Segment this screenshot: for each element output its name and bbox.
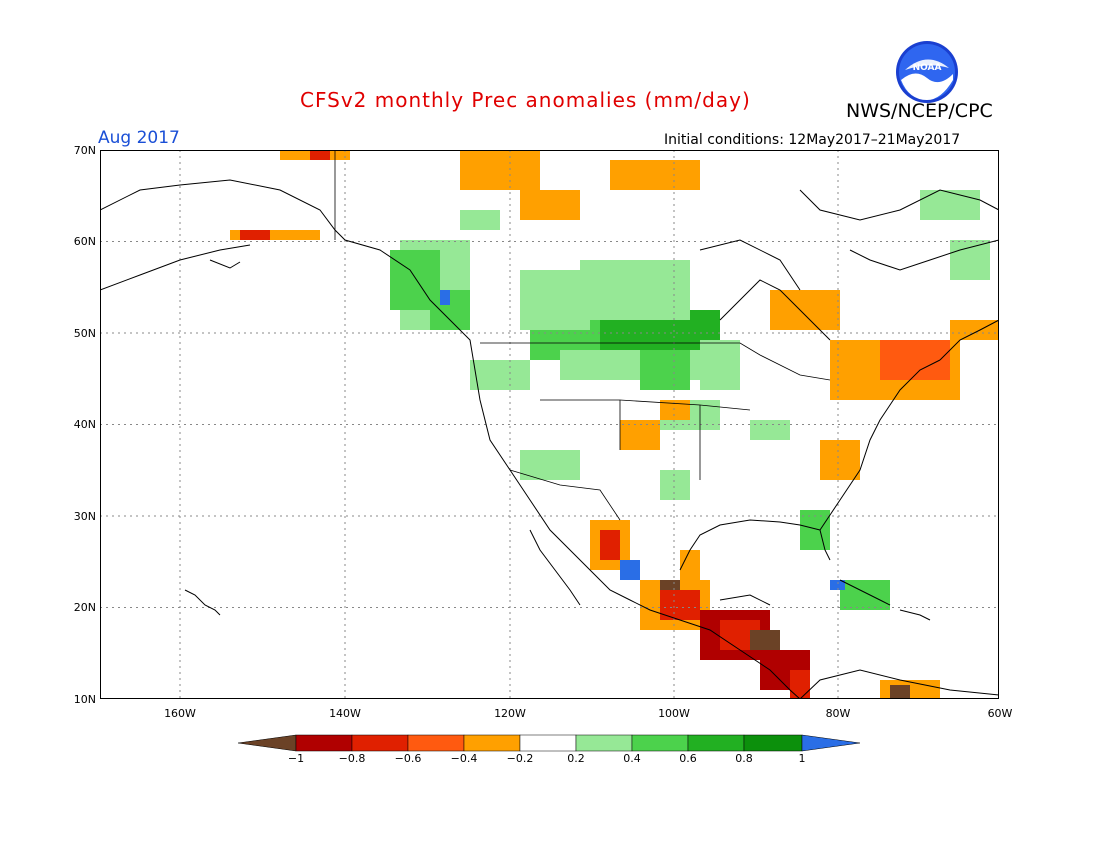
lon-label-160w: 160W	[164, 707, 196, 720]
precip-anomaly-map	[100, 150, 999, 699]
colorbar-label: 0.6	[679, 752, 697, 765]
colorbar-segment	[575, 734, 633, 752]
map-title: CFSv2 monthly Prec anomalies (mm/day)	[300, 88, 751, 112]
colorbar-segment	[463, 734, 521, 752]
political-borders	[334, 150, 831, 521]
lat-label-60n: 60N	[73, 235, 96, 248]
colorbar-label: 0.2	[567, 752, 585, 765]
colorbar-label: −0.6	[394, 752, 422, 765]
colorbar-segment	[407, 734, 465, 752]
initial-conditions: Initial conditions: 12May2017–21May2017	[664, 132, 961, 148]
lon-label-100w: 100W	[658, 707, 690, 720]
colorbar-segment	[295, 734, 353, 752]
colorbar-label: −0.4	[450, 752, 478, 765]
svg-text:NOAA: NOAA	[913, 63, 942, 73]
colorbar-label: 1	[798, 752, 806, 765]
colorbar-segment	[687, 734, 745, 752]
colorbar-segment	[631, 734, 689, 752]
colorbar-label: 0.8	[735, 752, 753, 765]
graticule	[100, 150, 999, 699]
lon-label-140w: 140W	[329, 707, 361, 720]
anomaly-shading	[230, 150, 999, 699]
lon-label-120w: 120W	[494, 707, 526, 720]
lat-label-30n: 30N	[73, 510, 96, 523]
colorbar-left-arrow	[238, 734, 297, 752]
lat-label-40n: 40N	[73, 418, 96, 431]
colorbar-right-arrow	[801, 734, 860, 752]
lon-label-60w: 60W	[987, 707, 1013, 720]
coastlines	[100, 179, 999, 699]
colorbar-segment	[351, 734, 409, 752]
colorbar-label: −0.8	[338, 752, 366, 765]
lat-label-10n: 10N	[73, 693, 96, 706]
forecast-month: Aug 2017	[98, 128, 180, 148]
lat-label-20n: 20N	[73, 601, 96, 614]
lat-label-50n: 50N	[73, 327, 96, 340]
colorbar-segment	[519, 734, 577, 752]
noaa-logo: NOAA	[896, 41, 958, 103]
colorbar-label: −0.2	[506, 752, 534, 765]
agency-label: NWS/NCEP/CPC	[846, 100, 993, 122]
color-scale-bar	[238, 734, 860, 752]
colorbar-label: 0.4	[623, 752, 641, 765]
colorbar-label: −1	[287, 752, 305, 765]
lon-label-80w: 80W	[825, 707, 851, 720]
colorbar-segment	[743, 734, 803, 752]
lat-label-70n: 70N	[73, 144, 96, 157]
